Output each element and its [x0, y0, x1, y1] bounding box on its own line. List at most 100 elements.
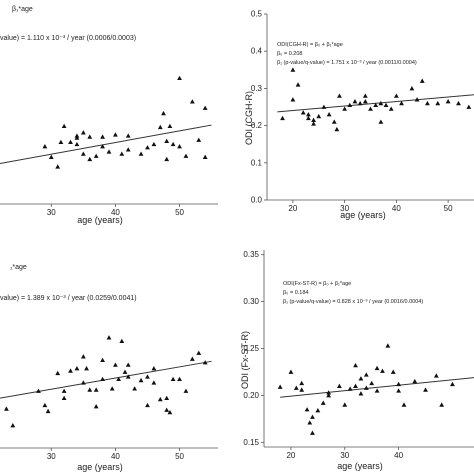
- data-point: [151, 380, 157, 385]
- x-tick-label: 30: [340, 451, 349, 460]
- data-point: [183, 153, 189, 158]
- data-point: [164, 407, 170, 412]
- data-point: [74, 135, 80, 140]
- data-point: [145, 374, 150, 379]
- x-tick-label: 30: [47, 208, 56, 217]
- data-point: [202, 154, 208, 159]
- data-point: [93, 404, 99, 409]
- data-point: [151, 366, 157, 371]
- panel-top-left: 30 40 50 age (years) β₁*age value) = 1.110…: [0, 6, 218, 225]
- scatter-points-bottom-right: [277, 343, 474, 435]
- data-point: [10, 423, 16, 428]
- data-point: [183, 388, 189, 393]
- data-point: [61, 123, 67, 129]
- data-point: [300, 110, 306, 115]
- data-point: [378, 119, 384, 124]
- data-point: [368, 106, 373, 111]
- data-point: [358, 376, 364, 381]
- annotation-bottom-right-0: ODI(Fx-ST-R) = β₀ + β₁*age: [283, 281, 351, 287]
- data-point: [445, 99, 451, 104]
- data-point: [61, 395, 67, 401]
- data-point: [80, 354, 86, 359]
- data-point: [342, 106, 348, 111]
- data-point: [342, 402, 348, 407]
- data-point: [55, 164, 61, 169]
- data-point: [61, 388, 67, 393]
- data-point: [378, 100, 384, 106]
- data-point: [80, 130, 86, 135]
- data-point: [202, 360, 208, 365]
- data-point: [84, 366, 89, 371]
- data-point: [299, 387, 305, 392]
- data-point: [293, 385, 299, 390]
- annotation-bottom-right-2: β₁ (p-value/q-value) = 0.828 x 10⁻³ / ye…: [283, 299, 423, 305]
- annotation-bottom-left-0: ₁*age: [10, 264, 27, 271]
- data-point: [358, 391, 364, 396]
- data-point: [374, 365, 380, 371]
- x-ticks-bottom-left: 30 40 50: [47, 448, 185, 461]
- data-point: [157, 396, 163, 402]
- data-point: [326, 112, 332, 117]
- x-ticks-top-left: 30 40 50: [47, 204, 185, 217]
- data-point: [388, 106, 394, 111]
- annotation-top-left-0: β₁*age: [12, 6, 33, 13]
- panel-top-right: 20 30 40 50 0.0 0.1 0.2 0.3 0.4 0.5 age (years) O…: [244, 10, 474, 220]
- data-point: [326, 390, 332, 395]
- y-tick-label: 0.4: [251, 47, 263, 56]
- data-point: [125, 374, 131, 379]
- y-axis-title-bottom-right: ODI (Fx-ST-R): [240, 331, 250, 389]
- data-point: [347, 386, 353, 391]
- data-point: [396, 388, 402, 393]
- data-point: [337, 93, 342, 98]
- x-tick-label: 40: [111, 452, 120, 461]
- data-point: [161, 110, 166, 116]
- data-point: [164, 395, 170, 401]
- data-point: [189, 99, 195, 104]
- x-tick-label: 40: [394, 451, 403, 460]
- data-point: [385, 343, 391, 348]
- data-point: [196, 137, 202, 142]
- y-tick-label: 0.30: [243, 297, 259, 306]
- x-axis-title-bottom-right: age (years): [337, 461, 383, 471]
- data-point: [369, 380, 375, 386]
- data-point: [189, 356, 195, 361]
- y-tick-label: 0.25: [243, 344, 259, 353]
- data-point: [374, 388, 380, 393]
- panel-bottom-right: 20 30 40 0.15 0.20 0.25 0.30 0.35 age (years) O…: [240, 250, 474, 471]
- y-tick-label: 0.3: [251, 84, 263, 93]
- data-point: [125, 133, 131, 138]
- data-point: [425, 100, 430, 106]
- y-tick-label: 0.1: [251, 158, 263, 167]
- x-tick-label: 30: [340, 204, 349, 213]
- data-point: [401, 402, 407, 407]
- axis-ticks-bottom-right: 20 30 40 0.15 0.20 0.25 0.30 0.35: [243, 250, 403, 460]
- data-point: [326, 393, 332, 398]
- data-point: [311, 117, 316, 122]
- data-point: [157, 124, 163, 130]
- regression-line: [0, 124, 212, 164]
- data-point: [138, 377, 144, 383]
- data-point: [177, 144, 182, 149]
- data-point: [362, 99, 368, 104]
- data-point: [58, 139, 64, 145]
- data-point: [177, 376, 182, 382]
- data-point: [36, 388, 41, 393]
- data-point: [334, 126, 340, 132]
- data-point: [307, 420, 313, 425]
- x-tick-label: 50: [175, 208, 184, 217]
- data-point: [68, 139, 73, 145]
- data-point: [164, 156, 170, 162]
- data-point: [119, 338, 125, 344]
- annotation-bottom-right-1: β₀ = 0.184: [283, 290, 308, 296]
- y-axis-title-top-right: ODI (CGH-R): [244, 91, 254, 145]
- data-point: [74, 366, 80, 371]
- data-point: [106, 335, 112, 340]
- data-point: [299, 380, 305, 386]
- data-point: [390, 369, 396, 374]
- data-point: [42, 402, 48, 408]
- x-tick-label: 40: [111, 208, 120, 217]
- data-point: [167, 123, 173, 129]
- x-axis-title-bottom-left: age (years): [77, 462, 123, 472]
- data-point: [87, 134, 93, 139]
- data-point: [151, 141, 157, 147]
